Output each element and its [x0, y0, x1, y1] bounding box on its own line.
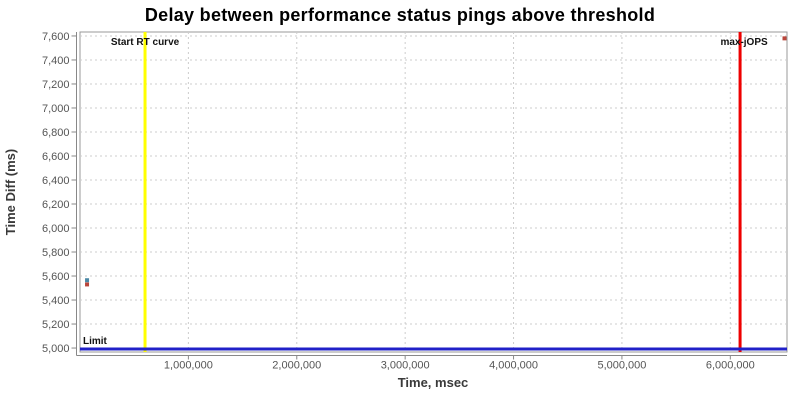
limit-label: Limit: [83, 336, 108, 347]
y-tick-label: 7,400: [42, 55, 70, 67]
y-tick-label: 5,600: [42, 271, 70, 283]
start-rt-curve-label: Start RT curve: [111, 37, 180, 48]
x-tick-label: 3,000,000: [381, 360, 430, 372]
data-point: [782, 36, 787, 41]
x-axis-title: Time, msec: [398, 375, 469, 390]
y-tick-label: 5,200: [42, 319, 70, 331]
y-tick-label: 5,800: [42, 247, 70, 259]
gridline-layer: [80, 32, 787, 352]
x-tick-label: 5,000,000: [597, 360, 646, 372]
marker-line-layer: [80, 32, 787, 352]
x-tick-label: 6,000,000: [706, 360, 755, 372]
data-point: [85, 282, 90, 287]
y-tick-label: 6,000: [42, 223, 70, 235]
data-point-layer: [85, 36, 787, 287]
y-tick-label: 6,400: [42, 175, 70, 187]
y-tick-label: 5,400: [42, 295, 70, 307]
axis-layer: 5,000 5,200 5,400 5,600 5,800 6,000 6,200 6,400…: [42, 31, 787, 372]
y-tick-label: 7,600: [42, 31, 70, 43]
x-tick-label: 2,000,000: [272, 360, 321, 372]
y-tick-label: 7,200: [42, 79, 70, 91]
plot-area: [79, 31, 788, 353]
data-point: [85, 278, 90, 283]
x-tick-label: 4,000,000: [489, 360, 538, 372]
chart-title: Delay between performance status pings a…: [145, 5, 655, 25]
plot-background-layer: [79, 31, 788, 353]
y-tick-label: 7,000: [42, 103, 70, 115]
y-tick-label: 5,000: [42, 343, 70, 355]
x-tick-label: 1,000,000: [164, 360, 213, 372]
y-tick-label: 6,800: [42, 127, 70, 139]
max-jops-label: max-jOPS: [720, 37, 768, 48]
y-axis-title: Time Diff (ms): [3, 149, 18, 235]
y-tick-label: 6,600: [42, 151, 70, 163]
y-tick-label: 6,200: [42, 199, 70, 211]
